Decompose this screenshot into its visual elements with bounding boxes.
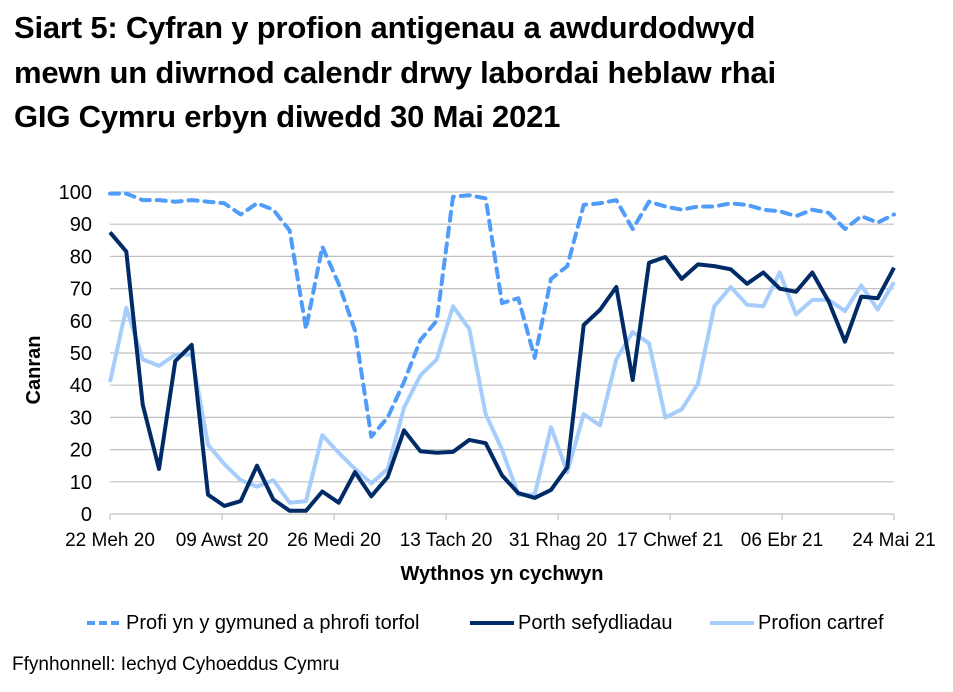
x-axis: 22 Meh 20 09 Awst 20 26 Medi 20 13 Tach 20 3… [65,514,936,551]
y-tick-label: 100 [59,182,92,204]
legend-label-community: Profi yn y gymuned a phrofi torfol [126,611,420,634]
y-tick-label: 60 [70,311,92,333]
chart-title: Siart 5: Cyfran y profion antigenau a aw… [14,6,944,140]
y-tick-label: 20 [70,440,92,462]
legend-label-home: Profion cartref [758,611,884,634]
y-axis-label: Canran [23,336,45,405]
y-tick-label: 30 [70,407,92,429]
legend-label-portal: Porth sefydliadau [518,611,673,634]
series-line-community [108,191,896,439]
legend-item-home: Profion cartref [710,608,884,638]
solid-line-swatch-icon [470,621,514,625]
chart-title-line-1: Siart 5: Cyfran y profion antigenau a aw… [14,10,756,45]
x-tick-label: 22 Meh 20 [65,530,155,551]
series-lines [108,191,896,513]
legend-item-community: Profi yn y gymuned a phrofi torfol [86,608,419,638]
solid-line-swatch-icon [710,621,754,625]
x-tick-label: 31 Rhag 20 [509,530,607,551]
x-tick-label: 26 Medi 20 [287,530,381,551]
dashed-line-swatch-icon [87,621,123,625]
source-note: Ffynhonnell: Iechyd Cyhoeddus Cymru [12,654,340,675]
y-tick-label: 70 [70,279,92,301]
y-tick-label: 80 [70,246,92,268]
x-tick-label: 17 Chwef 21 [617,530,724,551]
x-tick-label: 13 Tach 20 [400,530,493,551]
x-tick-label: 06 Ebr 21 [741,530,823,551]
chart-title-line-3: GIG Cymru erbyn diwedd 30 Mai 2021 [14,99,561,134]
chart-legend: Profi yn y gymuned a phrofi torfol Porth… [0,608,953,638]
x-tick-label: 24 Mai 21 [852,530,935,551]
y-tick-label: 50 [70,343,92,365]
series-line-portal [108,231,896,513]
y-tick-label: 10 [70,472,92,494]
series-line-home [108,270,896,505]
y-axis-ticks: 0 10 20 30 40 50 60 70 80 90 100 [59,182,92,526]
legend-item-portal: Porth sefydliadau [470,608,673,638]
y-tick-label: 40 [70,375,92,397]
chart-title-line-2: mewn un diwrnod calendr drwy labordai he… [14,54,776,90]
x-axis-label: Wythnos yn cychwyn [400,563,603,585]
y-tick-label: 90 [70,214,92,236]
x-tick-label: 09 Awst 20 [176,530,269,551]
y-tick-label: 0 [81,504,92,526]
